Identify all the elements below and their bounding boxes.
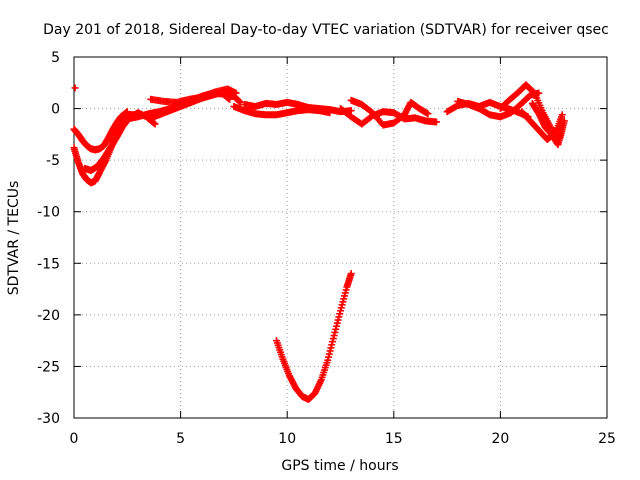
- data-point: [342, 286, 350, 294]
- data-point: [278, 353, 286, 361]
- x-axis-label: GPS time / hours: [281, 458, 398, 474]
- y-tick-label: -25: [37, 359, 60, 375]
- series-arc-o: [528, 99, 566, 149]
- data-point: [524, 115, 532, 123]
- ticks: 0 5 10 15 20 25 -30 -25 -20 -15 -10 -5 0 5: [37, 50, 616, 447]
- data-point: [398, 113, 406, 121]
- data-point: [317, 378, 325, 386]
- data-point: [231, 89, 239, 97]
- x-tick-label: 25: [598, 431, 616, 447]
- data-point: [323, 359, 331, 367]
- x-tick-label: 15: [385, 431, 403, 447]
- data-point: [366, 107, 374, 115]
- data-point: [528, 87, 536, 95]
- data-point: [431, 118, 439, 126]
- chart-title: Day 201 of 2018, Sidereal Day-to-day VTE…: [43, 22, 609, 38]
- series-arc-p: [273, 270, 355, 403]
- data-point: [329, 335, 337, 343]
- y-tick-label: -30: [37, 411, 60, 427]
- series-arc-f: [147, 85, 240, 106]
- data-point: [123, 108, 131, 116]
- data-point: [336, 310, 344, 318]
- series-arc-l: [454, 89, 543, 121]
- x-tick-label: 5: [176, 431, 185, 447]
- data-point: [423, 109, 431, 117]
- data-points: [70, 81, 568, 403]
- data-point: [196, 93, 204, 101]
- y-tick-label: -5: [46, 153, 60, 169]
- data-point: [366, 114, 374, 122]
- data-point: [71, 84, 79, 92]
- y-tick-label: 5: [51, 50, 60, 66]
- x-tick-label: 0: [70, 431, 79, 447]
- y-tick-label: -15: [37, 256, 60, 272]
- data-point: [515, 102, 523, 110]
- data-point: [74, 156, 82, 164]
- data-point: [344, 111, 352, 119]
- y-axis-label: SDTVAR / TECUs: [6, 181, 22, 296]
- y-tick-label: -10: [37, 205, 60, 221]
- y-tick-label: 0: [51, 102, 60, 118]
- data-point: [209, 89, 217, 97]
- data-point: [557, 113, 565, 121]
- data-point: [285, 370, 293, 378]
- data-point: [150, 119, 158, 127]
- series-arc-j: [347, 96, 432, 129]
- data-point: [347, 271, 355, 279]
- data-point: [533, 124, 541, 132]
- data-point: [235, 98, 243, 106]
- series-outlier: [71, 84, 79, 92]
- y-tick-label: -20: [37, 308, 60, 324]
- x-tick-label: 20: [491, 431, 509, 447]
- plot-frame: [73, 56, 608, 419]
- data-point: [558, 127, 566, 135]
- x-tick-label: 10: [278, 431, 296, 447]
